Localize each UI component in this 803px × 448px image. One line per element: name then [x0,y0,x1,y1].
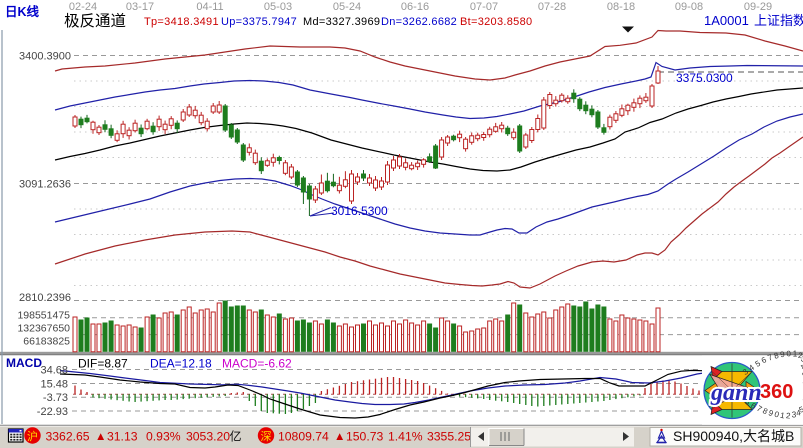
svg-text:1: 1 [793,350,798,359]
svg-text:15.48: 15.48 [40,379,68,391]
svg-text:-22.93: -22.93 [37,406,68,418]
svg-text:66183825: 66183825 [23,336,70,348]
svg-text:4: 4 [796,408,802,418]
svg-text:07-28: 07-28 [538,1,566,13]
svg-text:3053.20: 3053.20 [186,430,230,444]
svg-text:5: 5 [743,397,752,407]
svg-text:Up=3375.7947: Up=3375.7947 [221,16,297,28]
svg-text:3355.25: 3355.25 [427,430,471,444]
svg-text:9: 9 [767,408,775,418]
svg-text:150.73: 150.73 [346,430,383,444]
svg-text:SH900940,大名城B: SH900940,大名城B [673,428,794,444]
svg-text:2: 2 [786,411,792,420]
svg-text:Md=3327.3969: Md=3327.3969 [303,16,380,28]
svg-text:8: 8 [800,396,803,403]
svg-text:Bt=3203.8580: Bt=3203.8580 [460,16,532,28]
svg-text:7: 7 [755,404,764,414]
svg-text:3091.2636: 3091.2636 [19,179,71,191]
svg-text:日K线: 日K线 [5,4,40,19]
svg-text:02-24: 02-24 [69,1,97,13]
svg-text:360: 360 [760,381,793,403]
svg-text:3375.0300: 3375.0300 [676,71,733,85]
svg-text:31.13: 31.13 [107,430,138,444]
svg-text:极反通道: 极反通道 [64,12,126,30]
svg-text:5: 5 [754,359,763,369]
svg-text:7: 7 [766,352,774,362]
svg-text:6: 6 [760,355,768,365]
svg-text:05-03: 05-03 [264,1,292,13]
svg-text:08-18: 08-18 [607,1,635,13]
svg-text:3: 3 [741,367,750,377]
svg-text:10809.74: 10809.74 [278,430,329,444]
svg-text:沪: 沪 [27,429,38,443]
svg-text:▲: ▲ [95,431,106,443]
svg-text:gann: gann [710,380,762,406]
svg-text:5: 5 [800,370,803,379]
svg-text:09-08: 09-08 [675,1,703,13]
svg-text:6: 6 [749,401,758,411]
svg-text:03-17: 03-17 [126,1,154,13]
svg-text:6: 6 [800,379,803,386]
svg-text:3362.65: 3362.65 [46,430,90,444]
svg-text:1.41%: 1.41% [388,430,423,444]
svg-text:1: 1 [779,411,786,421]
svg-text:DEA=12.18: DEA=12.18 [150,357,212,371]
svg-text:DIF=8.87: DIF=8.87 [78,357,128,371]
svg-text:04-11: 04-11 [196,1,223,13]
svg-text:07-07: 07-07 [470,1,498,13]
svg-text:3016.5300: 3016.5300 [331,204,388,218]
svg-text:7: 7 [801,389,803,394]
svg-text:3400.3900: 3400.3900 [19,51,71,63]
svg-text:09-29: 09-29 [744,1,772,13]
svg-text:▲: ▲ [334,431,345,443]
svg-text:上证指数: 上证指数 [754,13,803,28]
svg-text:05-24: 05-24 [333,1,361,13]
svg-text:198551475: 198551475 [17,310,70,322]
svg-text:4: 4 [799,361,803,371]
svg-text:34.68: 34.68 [40,365,68,377]
svg-text:Dn=3262.6682: Dn=3262.6682 [381,16,457,28]
svg-text:8: 8 [761,406,769,416]
svg-text:MACD=-6.62: MACD=-6.62 [222,357,292,371]
svg-text:gann: gann [710,380,762,406]
svg-text:0: 0 [773,410,780,420]
svg-text:-3.73: -3.73 [43,392,68,404]
svg-text:5: 5 [798,404,803,414]
svg-text:4: 4 [747,363,756,373]
svg-text:亿: 亿 [230,429,242,444]
svg-text:3: 3 [800,354,803,364]
svg-text:3: 3 [792,411,797,420]
svg-text:深: 深 [261,430,272,443]
svg-text:1A0001: 1A0001 [704,13,749,28]
svg-text:9: 9 [779,350,786,360]
svg-text:2: 2 [798,351,803,361]
svg-text:06-16: 06-16 [401,1,429,13]
svg-text:0.93%: 0.93% [146,430,181,444]
svg-text:MACD: MACD [6,356,42,370]
svg-text:0: 0 [786,349,792,358]
svg-text:8: 8 [773,351,780,361]
svg-text:Tp=3418.3491: Tp=3418.3491 [144,16,219,28]
svg-text:132367650: 132367650 [17,323,70,335]
svg-text:2810.2396: 2810.2396 [19,292,71,304]
